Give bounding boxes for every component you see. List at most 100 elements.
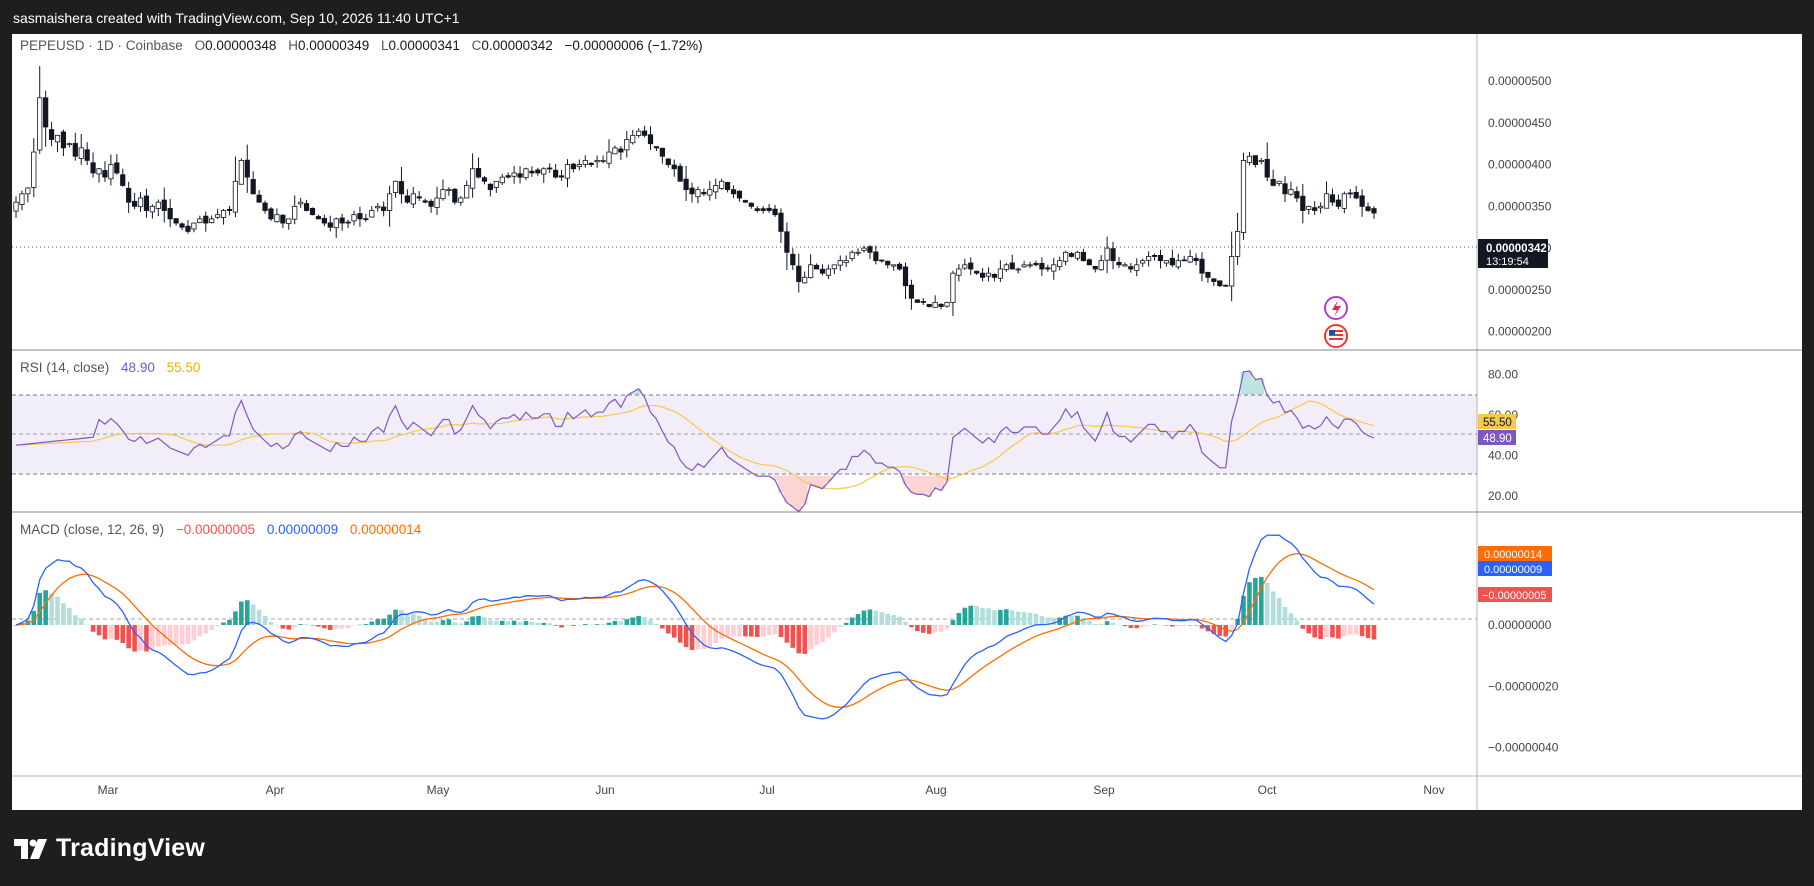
rsi-axis-tick: 40.00 (1488, 448, 1518, 462)
candle-body (766, 207, 772, 211)
candle (232, 156, 239, 218)
macd-histogram-bar (624, 619, 630, 626)
candle (1175, 253, 1181, 270)
candle-body (1098, 260, 1104, 271)
candle-body (1092, 266, 1098, 270)
candle (1187, 249, 1193, 264)
time-axis-tick: Mar (98, 783, 119, 797)
macd-histogram-bar (1365, 625, 1371, 639)
candle-body (274, 214, 280, 223)
macd-histogram-bar (689, 625, 695, 650)
chart-area[interactable]: 0.00000500 0.00000450 0.00000400 0.00000350… (12, 34, 1802, 810)
candle-body (37, 97, 43, 151)
macd-histogram-bar (766, 625, 772, 635)
candle-body (398, 181, 405, 195)
candle (108, 154, 114, 186)
macd-histogram-bar (1241, 595, 1246, 626)
macd-histogram-bar (1259, 576, 1264, 626)
candle (867, 245, 873, 260)
candle-body (713, 185, 719, 193)
candle-body (938, 303, 944, 307)
candle-body (1264, 158, 1270, 178)
candle-body (564, 164, 571, 179)
macd-histogram-bar (1300, 625, 1306, 629)
candle (1140, 258, 1146, 267)
candle-body (72, 142, 78, 157)
candle-body (576, 164, 582, 168)
candle (701, 188, 707, 197)
rsi-oversold-fill (938, 475, 945, 491)
candle-body (630, 134, 636, 144)
candle-body (428, 200, 434, 207)
candle (321, 214, 327, 227)
candle (719, 178, 725, 190)
macd-histogram-bar (1122, 625, 1128, 627)
macd-histogram-bar (422, 618, 428, 626)
candle (143, 188, 150, 218)
candle (185, 220, 191, 234)
candle-body (60, 131, 67, 149)
tradingview-logo[interactable]: TradingView (14, 834, 205, 863)
macd-histogram-bar (304, 624, 309, 626)
candle (624, 130, 630, 158)
candle (553, 164, 559, 179)
macd-histogram-bar (660, 625, 665, 629)
candle (1074, 250, 1081, 261)
macd-histogram-bar (749, 625, 754, 637)
candle-body (1365, 206, 1371, 211)
candle-body (778, 212, 784, 232)
candle-body (748, 202, 754, 207)
candle-body (1104, 247, 1110, 261)
macd-series (13, 534, 1377, 720)
macd-histogram-bar (612, 620, 618, 626)
last-price-value: 0.00000342 (1486, 243, 1547, 255)
macd-histogram-bar (108, 625, 114, 639)
macd-histogram-bar (814, 625, 819, 646)
candle (1169, 249, 1175, 268)
macd-histogram-bar (132, 625, 137, 652)
chart-canvas[interactable]: 0.00000500 0.00000450 0.00000400 0.00000350… (12, 34, 1802, 810)
time-axis-tick: Nov (1423, 783, 1444, 797)
candle-body (689, 187, 695, 195)
candle-body (677, 165, 683, 182)
candle-body (1074, 251, 1081, 259)
candle-body (641, 130, 648, 136)
candle-body (25, 187, 31, 195)
time-axis-tick: Sep (1093, 783, 1115, 797)
candle-body (1258, 160, 1264, 163)
macd-histogram-bar (416, 615, 422, 626)
macd-histogram-bar (310, 625, 315, 626)
candle (90, 152, 96, 178)
candle (879, 259, 885, 263)
candle-body (979, 272, 986, 278)
candle (179, 222, 185, 231)
candle-body (132, 200, 138, 207)
macd-histogram-bar (470, 616, 475, 626)
macd-histogram-bar (594, 624, 600, 626)
candle (375, 203, 381, 212)
candle (991, 273, 998, 282)
candle (274, 208, 280, 223)
candle-body (256, 194, 262, 203)
candle (481, 175, 488, 185)
candle (1252, 155, 1258, 168)
candle-body (1294, 191, 1300, 199)
candle (541, 167, 547, 183)
us-flag-event-icon[interactable] (1324, 324, 1348, 348)
candle (511, 165, 517, 184)
lightning-event-icon[interactable] (1324, 296, 1348, 320)
candle (790, 248, 796, 270)
candle-body (197, 218, 203, 223)
candle-body (867, 246, 873, 253)
candle (60, 129, 67, 157)
macd-histogram-bar (345, 625, 351, 629)
candle (66, 142, 72, 148)
macd-histogram-bar (1371, 625, 1377, 640)
rsi-oversold-fill (825, 475, 832, 483)
price-axis-tick: 0.00000350 (1488, 199, 1552, 213)
macd-histogram-bar (897, 616, 902, 626)
candle (31, 138, 37, 198)
rsi-axis-tick: 80.00 (1488, 367, 1518, 381)
candlestick-series[interactable] (13, 66, 1377, 316)
candle-body (475, 168, 482, 178)
